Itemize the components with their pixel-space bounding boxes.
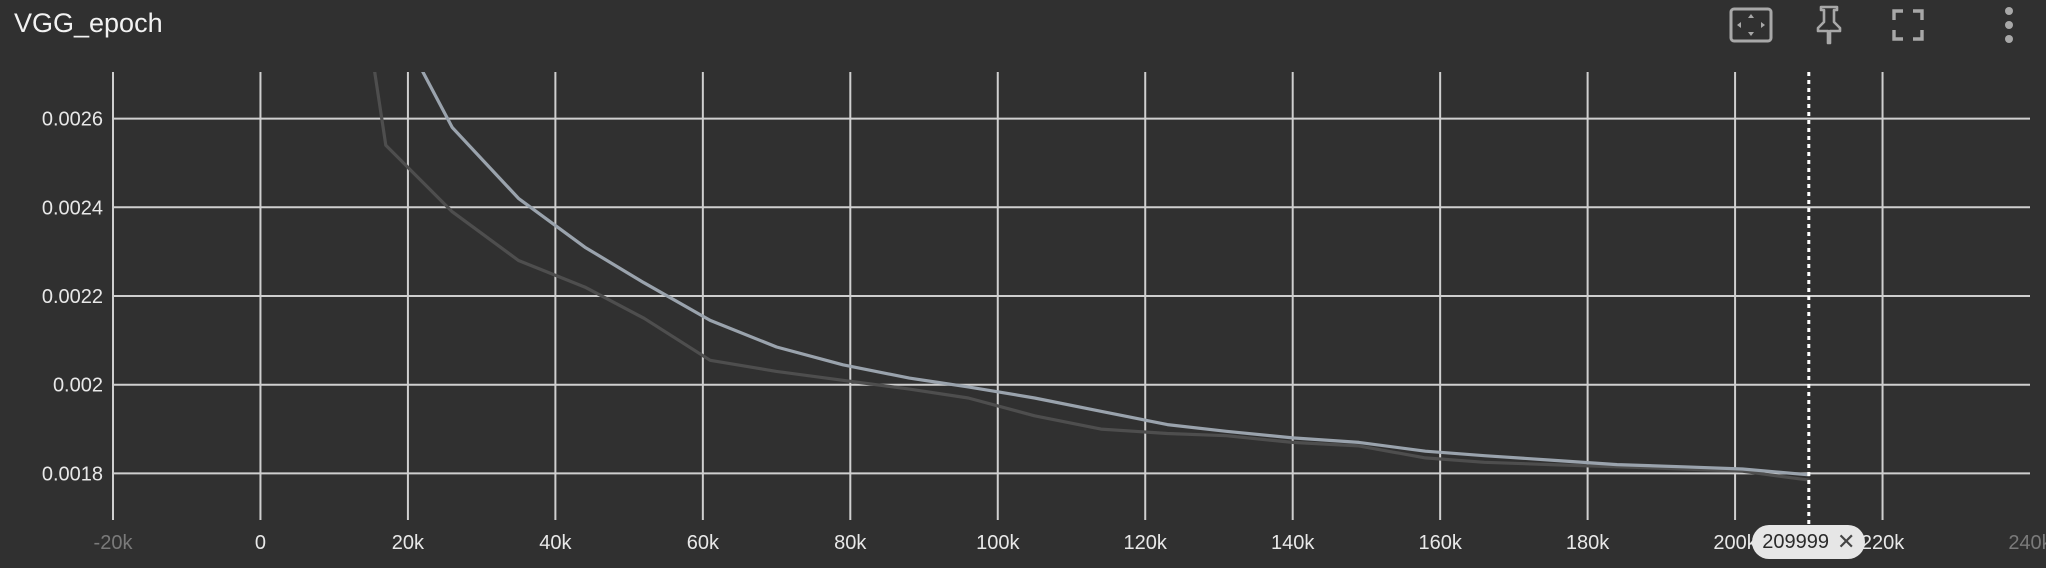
- x-tick-label: 220k: [1861, 532, 1905, 554]
- y-tick-label: 0.0026: [42, 109, 103, 131]
- x-tick-label: 100k: [976, 532, 1020, 554]
- fullscreen-icon: [1892, 9, 1924, 41]
- x-tick-label: 20k: [392, 532, 425, 554]
- x-tick-label: 200k: [1713, 532, 1757, 554]
- more-options-button[interactable]: [1984, 4, 2034, 46]
- x-tick-label: 40k: [539, 532, 572, 554]
- y-axis-ticks: 0.0018 0.002 0.0022 0.0024 0.0026: [42, 109, 103, 486]
- fit-domain-icon: [1729, 7, 1773, 43]
- x-tick-label: 140k: [1271, 532, 1315, 554]
- series-line-smoothed: [373, 72, 1811, 482]
- x-tick-label: 80k: [834, 532, 867, 554]
- y-tick-label: 0.002: [53, 375, 103, 397]
- x-tick-label: 160k: [1418, 532, 1462, 554]
- pin-button[interactable]: [1804, 4, 1854, 46]
- fit-domain-button[interactable]: [1726, 4, 1776, 46]
- x-tick-label: -20k: [94, 532, 134, 554]
- fullscreen-button[interactable]: [1883, 4, 1933, 46]
- y-tick-label: 0.0022: [42, 286, 103, 308]
- series: [373, 72, 1811, 482]
- x-tick-label: 60k: [687, 532, 720, 554]
- chart-toolbar: [1726, 0, 2046, 50]
- grid: [112, 72, 2030, 520]
- hover-step-value: 209999: [1762, 530, 1829, 553]
- x-tick-label: 240k: [2008, 532, 2046, 554]
- x-tick-label: 0: [255, 532, 266, 554]
- close-icon[interactable]: ✕: [1836, 529, 1856, 554]
- y-tick-label: 0.0024: [42, 197, 103, 219]
- more-vert-icon: [2005, 7, 2013, 43]
- pin-icon: [1816, 5, 1842, 45]
- x-tick-label: 120k: [1124, 532, 1168, 554]
- chart-title: VGG_epoch: [14, 8, 163, 38]
- x-tick-label: 180k: [1566, 532, 1610, 554]
- x-axis-ticks: -20k 0 20k 40k 60k 80k 100k 120k 140k 160k 180k 200…: [94, 532, 2046, 554]
- y-tick-label: 0.0018: [42, 463, 103, 485]
- hover-step-chip[interactable]: 209999 ✕: [1752, 525, 1866, 559]
- series-line-raw: [421, 72, 1811, 477]
